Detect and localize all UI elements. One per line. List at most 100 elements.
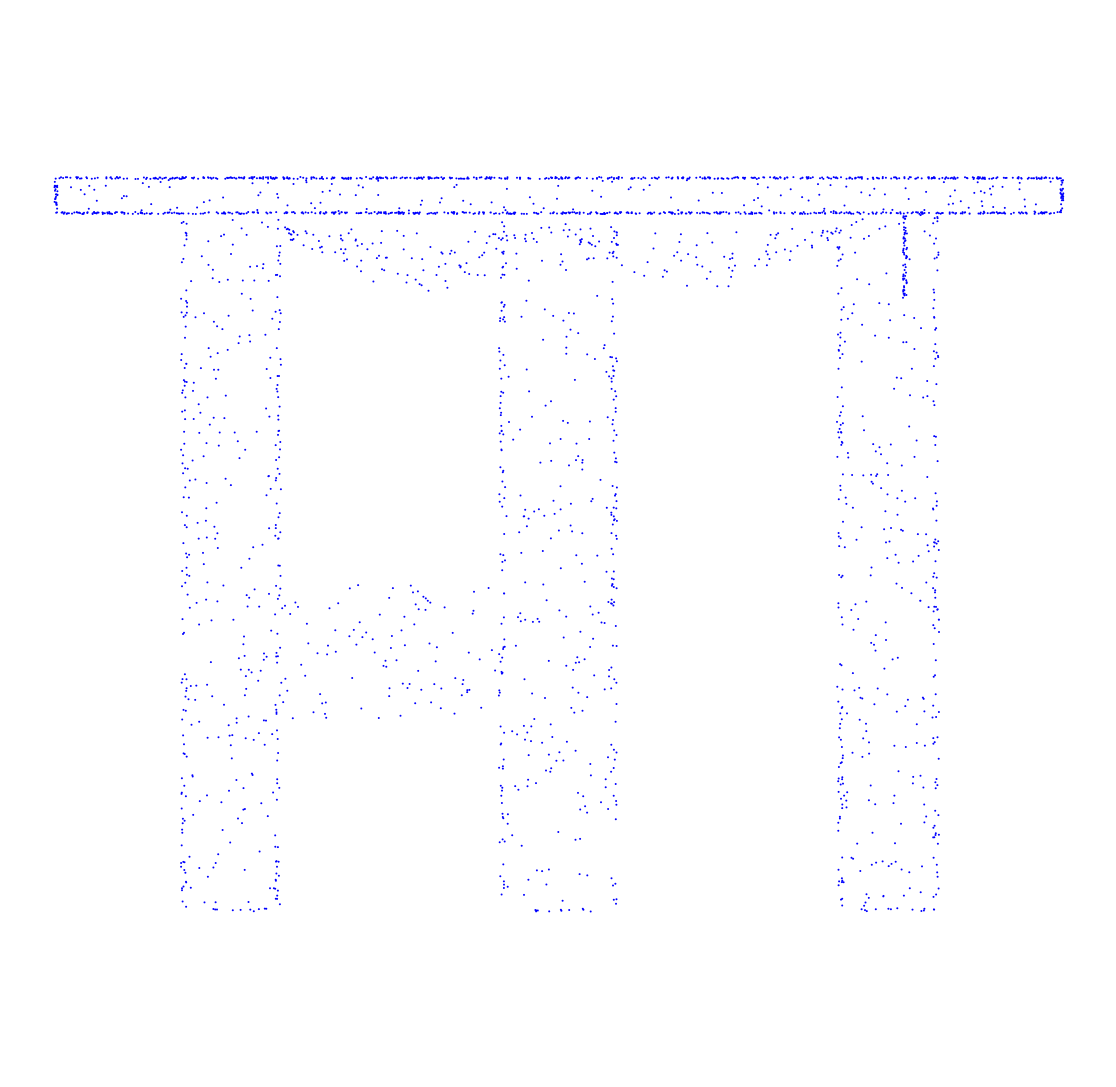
cloud-point <box>224 477 227 480</box>
cloud-point <box>518 176 521 179</box>
cloud-point <box>217 368 220 371</box>
cloud-point <box>483 211 485 214</box>
cloud-point <box>851 312 854 315</box>
cloud-point <box>188 574 191 577</box>
cloud-point <box>923 209 926 211</box>
cloud-point <box>467 240 470 243</box>
cloud-point <box>677 209 680 212</box>
cloud-point <box>729 258 731 260</box>
cloud-point <box>150 212 153 215</box>
cloud-point <box>455 177 458 180</box>
cloud-point <box>615 357 618 360</box>
cloud-point <box>278 512 281 515</box>
cloud-point <box>446 286 449 289</box>
cloud-point <box>939 212 942 215</box>
cloud-point <box>1045 211 1048 214</box>
cloud-point <box>837 700 840 703</box>
cloud-point <box>701 211 704 214</box>
cloud-point <box>1062 192 1065 195</box>
cloud-point <box>271 733 274 736</box>
cloud-point <box>218 281 221 283</box>
cloud-point <box>278 903 281 906</box>
cloud-point <box>841 856 844 859</box>
cloud-point <box>499 875 502 878</box>
cloud-point <box>840 797 842 800</box>
cloud-point <box>502 230 505 233</box>
cloud-point <box>932 675 935 678</box>
cloud-point <box>837 247 840 250</box>
cloud-point <box>840 746 843 748</box>
cloud-point <box>890 177 893 180</box>
cloud-point <box>579 228 582 231</box>
cloud-point <box>307 642 310 645</box>
cloud-point <box>255 177 258 180</box>
cloud-point <box>461 211 464 213</box>
cloud-point <box>271 317 274 320</box>
cloud-point <box>499 743 502 746</box>
cloud-point <box>827 177 830 180</box>
cloud-point <box>205 507 208 510</box>
cloud-point <box>324 211 327 214</box>
cloud-point <box>278 375 280 377</box>
cloud-point <box>435 176 438 179</box>
cloud-point <box>282 701 285 704</box>
cloud-point <box>839 229 842 232</box>
cloud-point <box>55 195 57 198</box>
cloud-point <box>859 176 862 179</box>
cloud-point <box>671 211 673 214</box>
cloud-point <box>499 553 502 556</box>
cloud-point <box>838 817 841 820</box>
cloud-point <box>880 487 883 490</box>
cloud-point <box>232 618 235 621</box>
cloud-point <box>516 733 519 736</box>
cloud-point <box>205 442 208 445</box>
cloud-point <box>333 212 335 215</box>
cloud-point <box>936 871 939 874</box>
cloud-point <box>377 211 380 214</box>
cloud-point <box>922 909 925 912</box>
cloud-point <box>275 708 278 711</box>
cloud-point <box>548 226 551 229</box>
cloud-point <box>557 184 560 187</box>
cloud-point <box>615 360 618 363</box>
cloud-point <box>520 551 523 554</box>
cloud-point <box>338 212 341 215</box>
cloud-point <box>443 606 446 609</box>
cloud-point <box>459 177 462 180</box>
cloud-point <box>404 176 407 179</box>
cloud-point <box>199 212 202 215</box>
cloud-point <box>167 179 170 182</box>
cloud-point <box>185 381 188 383</box>
cloud-point <box>305 177 308 180</box>
cloud-point <box>255 430 258 433</box>
cloud-point <box>58 177 61 180</box>
cloud-point <box>520 844 523 847</box>
cloud-point <box>440 176 443 179</box>
cloud-point <box>836 420 838 423</box>
cloud-point <box>841 757 844 760</box>
cloud-point <box>424 597 427 600</box>
cloud-point <box>550 177 553 180</box>
cloud-point <box>956 176 959 179</box>
cloud-point <box>736 176 739 178</box>
cloud-point <box>837 790 840 793</box>
cloud-point <box>275 347 278 350</box>
cloud-point <box>713 177 716 180</box>
cloud-point <box>506 239 509 242</box>
cloud-point <box>428 212 431 215</box>
cloud-point <box>889 319 892 322</box>
cloud-point <box>843 340 846 343</box>
cloud-point <box>274 444 277 447</box>
cloud-point <box>519 494 522 497</box>
cloud-point <box>548 910 551 913</box>
cloud-point <box>500 893 503 896</box>
cloud-point <box>887 303 890 306</box>
cloud-point <box>562 229 565 232</box>
cloud-point <box>718 212 721 215</box>
cloud-point <box>676 251 679 254</box>
cloud-point <box>377 177 380 180</box>
cloud-point <box>275 651 278 654</box>
cloud-point <box>499 395 502 398</box>
cloud-point <box>937 354 939 357</box>
cloud-point <box>903 226 905 229</box>
